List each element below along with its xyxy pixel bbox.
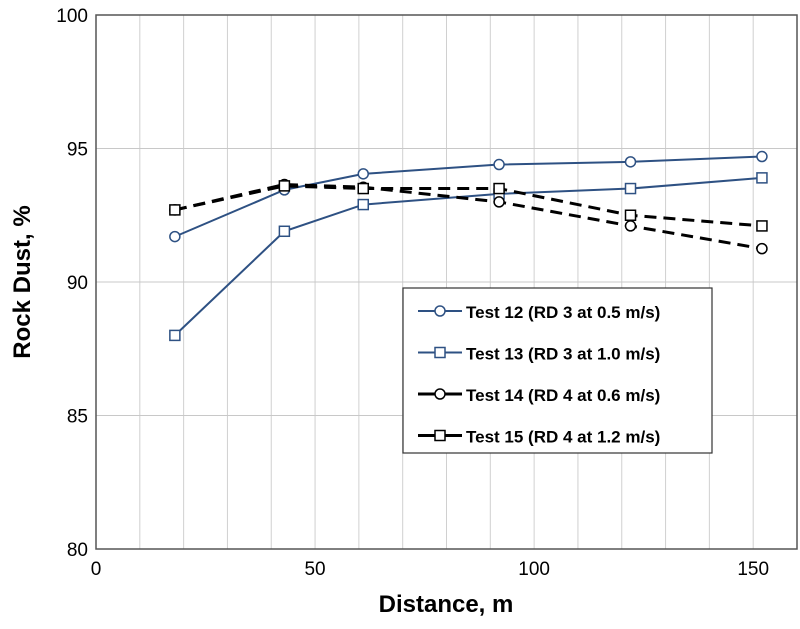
- square-marker: [434, 346, 446, 359]
- circle-marker: [756, 150, 768, 163]
- legend-item: Test 13 (RD 3 at 1.0 m/s): [418, 345, 660, 364]
- circle-marker: [756, 242, 768, 255]
- x-tick-label: 50: [304, 559, 325, 580]
- y-tick-label: 80: [67, 540, 88, 561]
- square-marker: [357, 198, 370, 211]
- square-marker: [756, 220, 768, 232]
- legend-label: Test 12 (RD 3 at 0.5 m/s): [466, 303, 660, 322]
- circle-marker: [434, 305, 446, 317]
- series-line: [174, 184, 763, 228]
- series-line: [174, 176, 763, 337]
- square-marker: [278, 180, 291, 192]
- y-tick-label: 90: [67, 273, 88, 294]
- square-marker: [169, 204, 181, 216]
- square-marker: [357, 182, 370, 195]
- y-axis-label: Rock Dust, %: [9, 205, 36, 358]
- y-tick-label: 85: [67, 407, 88, 428]
- square-marker: [624, 209, 637, 221]
- circle-marker: [169, 230, 181, 243]
- series-4: [169, 180, 768, 232]
- square-marker: [434, 429, 446, 442]
- series-group: [169, 150, 768, 342]
- x-axis-label: Distance, m: [379, 591, 514, 618]
- legend-label: Test 15 (RD 4 at 1.2 m/s): [466, 428, 660, 447]
- legend-box: [402, 287, 713, 454]
- x-tick-label: 100: [518, 559, 550, 580]
- legend: Test 12 (RD 3 at 0.5 m/s) Test 13 (RD 3 a…: [402, 287, 713, 454]
- tick-labels: 80 85 90 95 100 0 50 100 150: [56, 6, 769, 580]
- y-tick-label: 95: [67, 140, 88, 161]
- legend-label: Test 13 (RD 3 at 1.0 m/s): [466, 345, 660, 364]
- circle-marker: [624, 220, 637, 232]
- y-tick-label: 100: [56, 6, 88, 27]
- grid: [96, 14, 797, 550]
- circle-marker: [624, 156, 637, 168]
- square-marker: [756, 172, 768, 184]
- x-tick-label: 0: [91, 559, 102, 580]
- square-marker: [624, 182, 637, 195]
- legend-label: Test 14 (RD 4 at 0.6 m/s): [466, 386, 660, 405]
- circle-marker: [357, 168, 370, 180]
- legend-item: Test 14 (RD 4 at 0.6 m/s): [418, 386, 660, 405]
- plot-frame: [95, 14, 798, 550]
- legend-item: Test 12 (RD 3 at 0.5 m/s): [418, 303, 660, 322]
- circle-marker: [493, 158, 505, 171]
- series-line: [174, 183, 763, 251]
- square-marker: [493, 182, 505, 195]
- square-marker: [169, 329, 181, 342]
- circle-marker: [434, 388, 446, 400]
- legend-item: Test 15 (RD 4 at 1.2 m/s): [418, 428, 660, 447]
- series-line: [174, 155, 762, 238]
- circle-marker: [493, 196, 505, 208]
- x-tick-label: 150: [737, 559, 769, 580]
- square-marker: [278, 225, 291, 238]
